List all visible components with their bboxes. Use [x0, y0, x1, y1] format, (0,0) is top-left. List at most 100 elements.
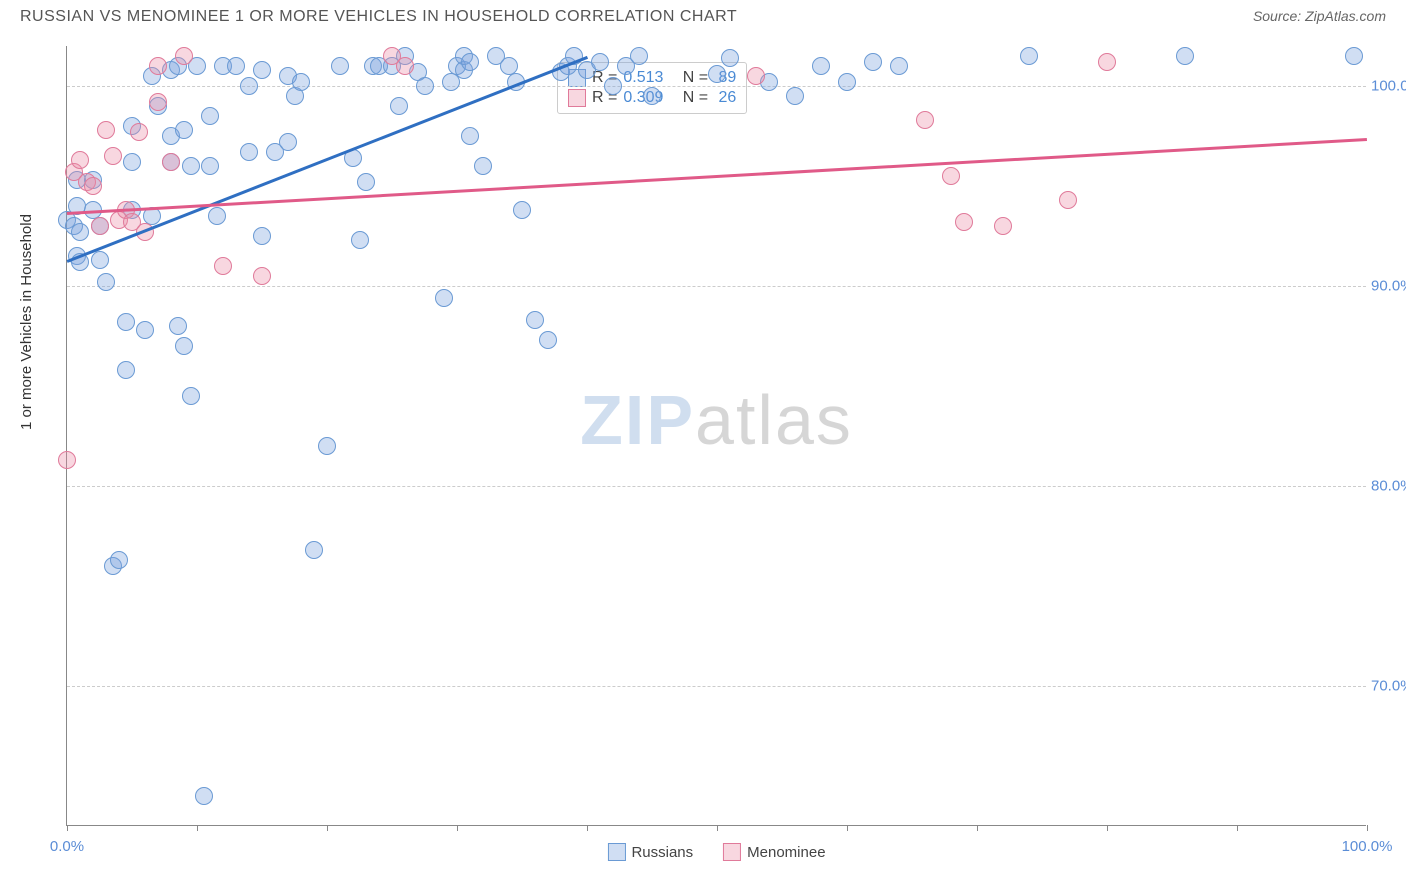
- scatter-point-russians: [812, 57, 830, 75]
- bottom-legend-label: Menominee: [747, 844, 825, 861]
- scatter-point-russians: [305, 541, 323, 559]
- x-tick: [847, 825, 848, 831]
- source-attribution: Source: ZipAtlas.com: [1253, 8, 1386, 24]
- scatter-point-menominee: [396, 57, 414, 75]
- bottom-legend-label: Russians: [631, 844, 693, 861]
- x-tick: [457, 825, 458, 831]
- scatter-point-russians: [71, 223, 89, 241]
- scatter-point-russians: [890, 57, 908, 75]
- scatter-point-russians: [721, 49, 739, 67]
- scatter-point-russians: [279, 133, 297, 151]
- scatter-point-russians: [97, 273, 115, 291]
- scatter-point-russians: [331, 57, 349, 75]
- scatter-point-russians: [630, 47, 648, 65]
- y-axis-label: 1 or more Vehicles in Household: [18, 214, 35, 430]
- scatter-point-menominee: [104, 147, 122, 165]
- scatter-point-russians: [591, 53, 609, 71]
- scatter-point-menominee: [253, 267, 271, 285]
- legend-n-label: N =: [669, 69, 712, 87]
- scatter-point-russians: [539, 331, 557, 349]
- y-tick-label: 80.0%: [1371, 478, 1406, 495]
- scatter-point-menominee: [130, 123, 148, 141]
- scatter-point-menominee: [747, 67, 765, 85]
- scatter-point-russians: [318, 437, 336, 455]
- trend-line-menominee: [67, 138, 1367, 214]
- scatter-point-russians: [474, 157, 492, 175]
- x-tick: [717, 825, 718, 831]
- scatter-point-russians: [195, 787, 213, 805]
- scatter-point-russians: [208, 207, 226, 225]
- scatter-point-russians: [351, 231, 369, 249]
- y-tick-label: 90.0%: [1371, 278, 1406, 295]
- scatter-point-russians: [461, 127, 479, 145]
- scatter-point-russians: [240, 143, 258, 161]
- scatter-point-menominee: [916, 111, 934, 129]
- scatter-point-russians: [708, 65, 726, 83]
- watermark-zip: ZIP: [580, 381, 695, 459]
- chart-title: RUSSIAN VS MENOMINEE 1 OR MORE VEHICLES …: [20, 8, 737, 26]
- scatter-point-russians: [864, 53, 882, 71]
- scatter-point-russians: [461, 53, 479, 71]
- scatter-point-menominee: [58, 451, 76, 469]
- scatter-point-russians: [526, 311, 544, 329]
- scatter-point-menominee: [91, 217, 109, 235]
- scatter-point-russians: [292, 73, 310, 91]
- x-tick: [1107, 825, 1108, 831]
- x-tick-label: 0.0%: [50, 838, 84, 855]
- scatter-point-russians: [1176, 47, 1194, 65]
- legend-swatch-icon: [607, 843, 625, 861]
- x-tick: [197, 825, 198, 831]
- scatter-point-russians: [182, 157, 200, 175]
- y-tick-label: 100.0%: [1371, 78, 1406, 95]
- scatter-point-menominee: [942, 167, 960, 185]
- scatter-point-russians: [786, 87, 804, 105]
- scatter-point-russians: [1345, 47, 1363, 65]
- scatter-point-menominee: [84, 177, 102, 195]
- scatter-point-menominee: [1098, 53, 1116, 71]
- scatter-point-menominee: [149, 93, 167, 111]
- scatter-point-russians: [253, 227, 271, 245]
- scatter-point-menominee: [214, 257, 232, 275]
- scatter-point-russians: [117, 361, 135, 379]
- x-tick: [327, 825, 328, 831]
- scatter-point-menominee: [149, 57, 167, 75]
- y-tick-label: 70.0%: [1371, 678, 1406, 695]
- scatter-point-russians: [117, 313, 135, 331]
- x-tick: [587, 825, 588, 831]
- trend-line-russians: [67, 56, 588, 262]
- scatter-chart: ZIPatlas R = 0.513 N = 89R = 0.309 N = 2…: [66, 46, 1366, 826]
- scatter-point-russians: [136, 321, 154, 339]
- scatter-point-russians: [416, 77, 434, 95]
- watermark-atlas: atlas: [695, 381, 853, 459]
- scatter-point-russians: [390, 97, 408, 115]
- gridline: [67, 86, 1366, 87]
- x-tick: [67, 825, 68, 831]
- scatter-point-russians: [240, 77, 258, 95]
- scatter-point-menominee: [71, 151, 89, 169]
- series-legend: Russians Menominee: [607, 843, 825, 861]
- x-tick: [1367, 825, 1368, 831]
- scatter-point-russians: [435, 289, 453, 307]
- scatter-point-menominee: [955, 213, 973, 231]
- scatter-point-russians: [838, 73, 856, 91]
- watermark: ZIPatlas: [580, 380, 853, 460]
- scatter-point-russians: [201, 157, 219, 175]
- bottom-legend-item-russians: Russians: [607, 843, 693, 861]
- x-tick: [1237, 825, 1238, 831]
- scatter-point-russians: [175, 121, 193, 139]
- x-tick: [977, 825, 978, 831]
- legend-swatch-icon: [723, 843, 741, 861]
- scatter-point-russians: [227, 57, 245, 75]
- legend-n-label: N =: [669, 89, 712, 107]
- scatter-point-russians: [175, 337, 193, 355]
- gridline: [67, 686, 1366, 687]
- scatter-point-russians: [182, 387, 200, 405]
- scatter-point-russians: [110, 551, 128, 569]
- scatter-point-russians: [201, 107, 219, 125]
- x-tick-label: 100.0%: [1342, 838, 1393, 855]
- scatter-point-russians: [253, 61, 271, 79]
- scatter-point-russians: [1020, 47, 1038, 65]
- scatter-point-russians: [604, 77, 622, 95]
- scatter-point-menominee: [175, 47, 193, 65]
- scatter-point-russians: [91, 251, 109, 269]
